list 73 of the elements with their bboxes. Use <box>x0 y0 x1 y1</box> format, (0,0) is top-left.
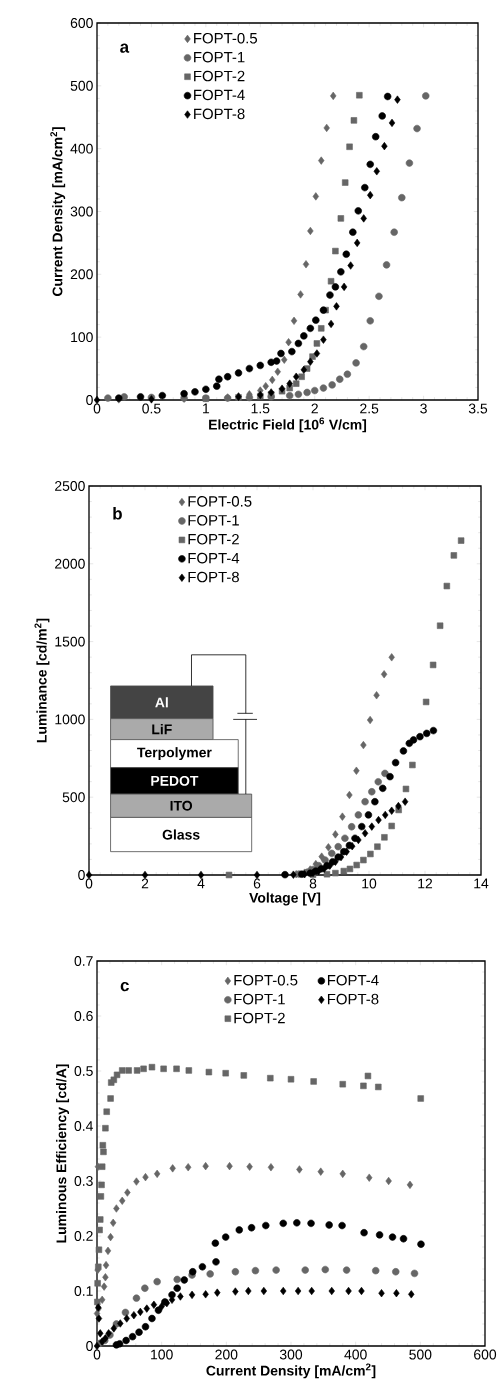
y-tick-label: 500 <box>70 80 93 91</box>
y-tick-label: 1500 <box>55 636 85 647</box>
x-tick-label: 12 <box>418 878 433 889</box>
legend-label: FOPT-2 <box>194 70 245 82</box>
annotation: LiF <box>152 724 172 735</box>
legend-label: FOPT-1 <box>188 515 239 526</box>
legend-label: FOPT-8 <box>327 993 379 1005</box>
y-tick-label: 0 <box>86 395 93 405</box>
legend-label: FOPT-0.5 <box>234 974 298 986</box>
x-tick-label: 200 <box>215 1349 238 1360</box>
text: a <box>120 43 130 53</box>
x-tick-label: 0 <box>93 403 101 414</box>
legend-label: FOPT-4 <box>188 552 240 564</box>
y-tick-label: 500 <box>62 792 85 803</box>
x-tick-label: 400 <box>344 1349 367 1360</box>
y-axis-title: Current Density [mA/cm$^{2}$] <box>50 127 66 297</box>
y-tick-label: 0 <box>78 870 85 880</box>
y-tick-label: 0.7 <box>74 956 93 966</box>
x-axis-title: Electric Field [10$^{6}$ V/cm] <box>209 417 367 433</box>
y-tick-label: 100 <box>71 332 93 343</box>
y-tick-label: 400 <box>70 143 93 154</box>
legend-label: FOPT-0.5 <box>188 496 252 507</box>
legend-label: FOPT-1 <box>194 51 245 63</box>
x-tick-label: 1 <box>203 403 210 414</box>
x-axis-title: Current Density [mA/cm$^{2}$] <box>206 1363 376 1379</box>
x-tick-label: 2.5 <box>360 403 379 414</box>
y-axis-title: Luminance [cd/m$^{2}$] <box>34 618 50 743</box>
x-tick-label: 600 <box>474 1349 497 1360</box>
x-tick-label: 500 <box>409 1349 432 1360</box>
x-tick-label: 3.5 <box>468 403 488 414</box>
x-tick-label: 100 <box>151 1349 173 1360</box>
annotation: Al <box>155 697 168 708</box>
y-tick-label: 0.5 <box>74 1066 93 1076</box>
y-tick-label: 1000 <box>55 714 85 725</box>
x-tick-label: 0.5 <box>142 403 161 414</box>
y-axis-title: Luminous Efficiency [cd/A] <box>56 1064 70 1243</box>
y-tick-label: 0.2 <box>74 1231 93 1241</box>
x-tick-label: 6 <box>253 878 261 889</box>
x-tick-label: 4 <box>197 878 205 889</box>
x-tick-label: 14 <box>474 878 489 889</box>
legend-label: FOPT-4 <box>327 974 379 986</box>
x-tick-label: 10 <box>362 878 377 889</box>
legend-label: FOPT-1 <box>234 993 285 1005</box>
annotation: ITO <box>170 800 193 811</box>
x-tick-label: 8 <box>309 878 317 889</box>
legend-label: FOPT-0.5 <box>194 32 258 44</box>
annotation: Glass <box>162 829 200 840</box>
legend-label: FOPT-8 <box>188 571 239 583</box>
legend-label: FOPT-2 <box>188 533 239 545</box>
y-tick-label: 0.3 <box>74 1176 93 1186</box>
y-tick-label: 200 <box>70 269 93 280</box>
text: b <box>113 507 122 520</box>
x-tick-label: 300 <box>279 1349 303 1360</box>
x-tick-label: 1.5 <box>251 403 270 414</box>
x-tick-label: 2 <box>311 403 318 414</box>
annotation: PEDOT <box>151 775 199 786</box>
y-tick-label: 0.4 <box>74 1121 93 1131</box>
text: c <box>120 981 129 992</box>
legend-label: FOPT-8 <box>194 108 245 120</box>
legend-label: FOPT-4 <box>194 89 245 101</box>
y-tick-label: 0 <box>86 1341 93 1351</box>
y-tick-label: 2000 <box>55 558 85 569</box>
x-tick-label: 2 <box>141 878 149 889</box>
x-tick-label: 3 <box>420 403 427 414</box>
y-tick-label: 0.6 <box>74 1011 93 1021</box>
x-axis-title: Voltage [V] <box>249 892 321 906</box>
y-tick-label: 2500 <box>55 481 85 491</box>
y-tick-label: 300 <box>70 206 93 217</box>
annotation: Terpolymer <box>137 747 212 761</box>
y-tick-label: 600 <box>70 18 93 28</box>
x-tick-label: 0 <box>93 1349 101 1360</box>
y-tick-label: 0.1 <box>74 1286 93 1296</box>
legend-label: FOPT-2 <box>234 1012 285 1024</box>
